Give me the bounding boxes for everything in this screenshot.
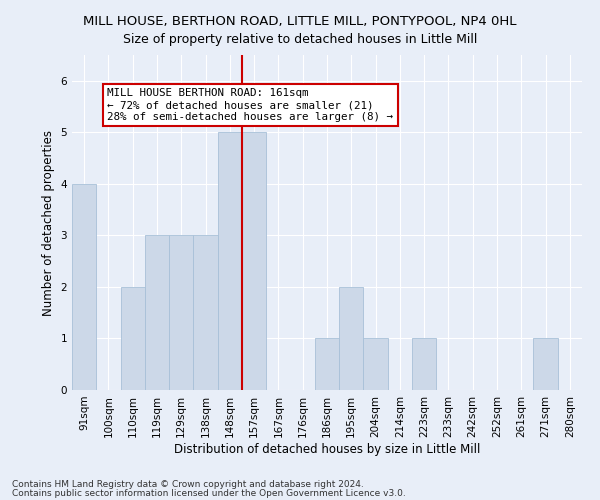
Bar bbox=[121, 287, 145, 390]
Text: MILL HOUSE BERTHON ROAD: 161sqm
← 72% of detached houses are smaller (21)
28% of: MILL HOUSE BERTHON ROAD: 161sqm ← 72% of… bbox=[107, 88, 393, 122]
Bar bbox=[412, 338, 436, 390]
Bar bbox=[315, 338, 339, 390]
Bar bbox=[533, 338, 558, 390]
Y-axis label: Number of detached properties: Number of detached properties bbox=[42, 130, 55, 316]
Text: MILL HOUSE, BERTHON ROAD, LITTLE MILL, PONTYPOOL, NP4 0HL: MILL HOUSE, BERTHON ROAD, LITTLE MILL, P… bbox=[83, 15, 517, 28]
Text: Contains public sector information licensed under the Open Government Licence v3: Contains public sector information licen… bbox=[12, 488, 406, 498]
Bar bbox=[145, 236, 169, 390]
Bar bbox=[72, 184, 96, 390]
Text: Contains HM Land Registry data © Crown copyright and database right 2024.: Contains HM Land Registry data © Crown c… bbox=[12, 480, 364, 489]
Bar bbox=[169, 236, 193, 390]
Bar bbox=[242, 132, 266, 390]
Bar bbox=[364, 338, 388, 390]
Text: Size of property relative to detached houses in Little Mill: Size of property relative to detached ho… bbox=[123, 32, 477, 46]
X-axis label: Distribution of detached houses by size in Little Mill: Distribution of detached houses by size … bbox=[174, 442, 480, 456]
Bar bbox=[218, 132, 242, 390]
Bar bbox=[193, 236, 218, 390]
Bar bbox=[339, 287, 364, 390]
